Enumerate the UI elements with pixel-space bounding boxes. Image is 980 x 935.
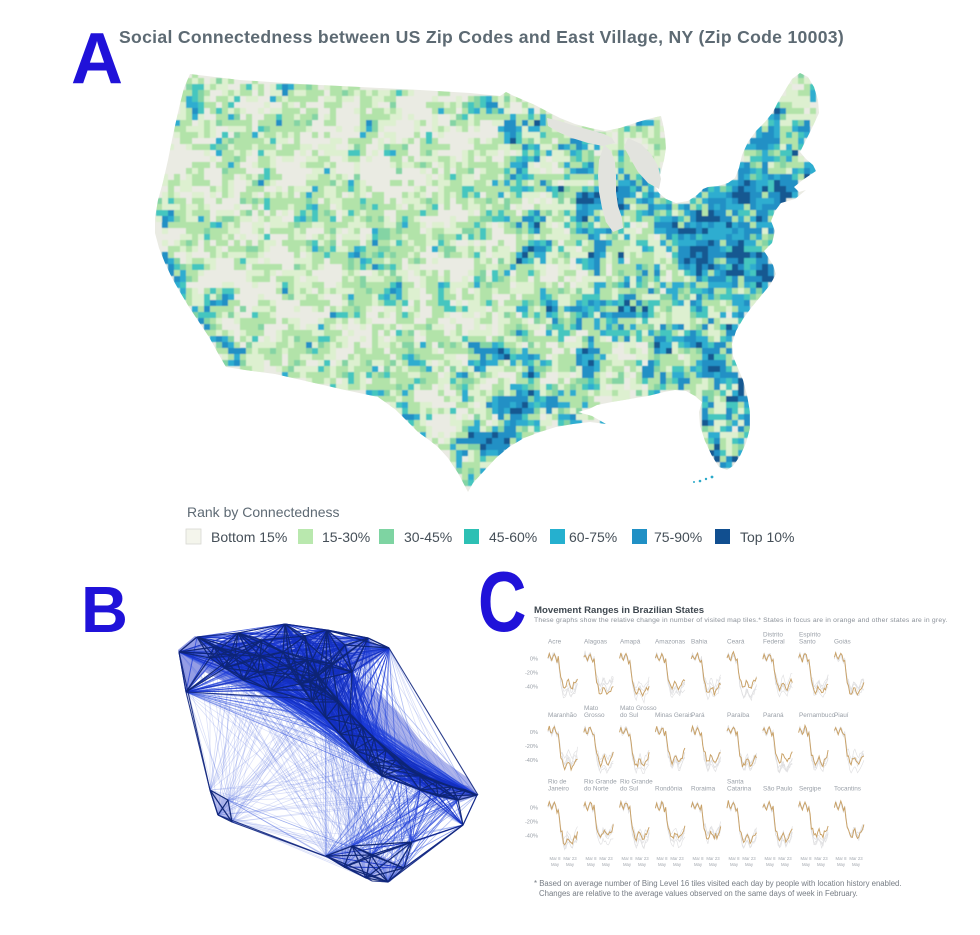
svg-text:Paraná: Paraná	[763, 712, 784, 719]
svg-text:Tocantins: Tocantins	[834, 786, 861, 793]
svg-text:Mar 8: Mar 8	[550, 856, 562, 861]
svg-text:Roraima: Roraima	[691, 786, 716, 793]
svg-text:Catarina: Catarina	[727, 786, 752, 793]
svg-text:May: May	[638, 862, 647, 867]
svg-text:Distrito: Distrito	[763, 632, 783, 639]
svg-text:75-90%: 75-90%	[654, 529, 702, 545]
svg-text:Rondônia: Rondônia	[655, 786, 683, 793]
svg-text:-40%: -40%	[525, 685, 538, 691]
svg-text:45-60%: 45-60%	[489, 529, 537, 545]
svg-text:Minas Gerais: Minas Gerais	[655, 712, 693, 719]
svg-text:do Sul: do Sul	[620, 786, 638, 793]
svg-text:Mato Grosso: Mato Grosso	[620, 705, 657, 712]
svg-text:Pará: Pará	[691, 712, 705, 719]
svg-text:30-45%: 30-45%	[404, 529, 452, 545]
svg-text:A: A	[71, 19, 123, 99]
svg-text:Mar 8: Mar 8	[801, 856, 813, 861]
svg-text:-40%: -40%	[525, 758, 538, 764]
svg-text:Alagoas: Alagoas	[584, 639, 607, 646]
svg-text:Grosso: Grosso	[584, 712, 605, 719]
svg-text:B: B	[81, 573, 128, 646]
svg-text:Mar 8: Mar 8	[693, 856, 705, 861]
svg-text:Acre: Acre	[548, 639, 562, 646]
svg-text:May: May	[709, 862, 718, 867]
svg-text:Federal: Federal	[763, 639, 785, 646]
svg-text:Mar 23: Mar 23	[599, 856, 613, 861]
svg-text:Mar 23: Mar 23	[849, 856, 863, 861]
svg-text:Pernambuco: Pernambuco	[799, 712, 836, 719]
svg-text:0%: 0%	[530, 730, 538, 736]
svg-text:Bahia: Bahia	[691, 639, 708, 646]
svg-text:Santo: Santo	[799, 639, 816, 646]
svg-text:0%: 0%	[530, 806, 538, 812]
svg-text:May: May	[745, 862, 754, 867]
svg-text:60-75%: 60-75%	[569, 529, 617, 545]
svg-text:Sergipe: Sergipe	[799, 786, 821, 793]
svg-text:Bottom 15%: Bottom 15%	[211, 529, 287, 545]
svg-text:May: May	[673, 862, 682, 867]
svg-text:Amazonas: Amazonas	[655, 639, 685, 646]
svg-text:May: May	[587, 862, 596, 867]
svg-text:C: C	[478, 556, 526, 650]
svg-text:May: May	[852, 862, 861, 867]
svg-text:May: May	[694, 862, 703, 867]
svg-text:May: May	[837, 862, 846, 867]
svg-text:Mar 23: Mar 23	[563, 856, 577, 861]
svg-text:Paraíba: Paraíba	[727, 712, 750, 719]
svg-text:Piauí: Piauí	[834, 712, 849, 719]
svg-text:Movement Ranges in Brazilian S: Movement Ranges in Brazilian States	[534, 605, 704, 616]
svg-text:Mar 23: Mar 23	[670, 856, 684, 861]
svg-text:May: May	[730, 862, 739, 867]
svg-text:Rio de: Rio de	[548, 779, 567, 786]
svg-text:Mar 23: Mar 23	[778, 856, 792, 861]
svg-text:May: May	[802, 862, 811, 867]
svg-text:Ceará: Ceará	[727, 639, 745, 646]
svg-text:Rank by Connectedness: Rank by Connectedness	[187, 504, 340, 520]
svg-text:-20%: -20%	[525, 820, 538, 826]
svg-text:* Based on average number of B: * Based on average number of Bing Level …	[534, 879, 902, 888]
svg-text:Espírito: Espírito	[799, 632, 821, 639]
svg-text:do Norte: do Norte	[584, 786, 609, 793]
svg-text:Mar 23: Mar 23	[706, 856, 720, 861]
svg-text:Janeiro: Janeiro	[548, 786, 569, 793]
svg-text:do Sul: do Sul	[620, 712, 638, 719]
svg-text:15-30%: 15-30%	[322, 529, 370, 545]
svg-text:Mar 8: Mar 8	[836, 856, 848, 861]
svg-text:Top 10%: Top 10%	[740, 529, 794, 545]
svg-text:São Paulo: São Paulo	[763, 786, 793, 793]
svg-text:May: May	[817, 862, 826, 867]
svg-text:These graphs show the relative: These graphs show the relative change in…	[534, 617, 948, 624]
svg-text:Santa: Santa	[727, 779, 744, 786]
svg-text:May: May	[766, 862, 775, 867]
svg-text:Mar 8: Mar 8	[765, 856, 777, 861]
svg-text:Amapá: Amapá	[620, 639, 641, 646]
svg-text:Goiás: Goiás	[834, 639, 851, 646]
svg-text:May: May	[781, 862, 790, 867]
svg-text:Rio Grande: Rio Grande	[620, 779, 653, 786]
svg-text:Changes are relative to the av: Changes are relative to the average valu…	[539, 889, 858, 898]
svg-text:-20%: -20%	[525, 744, 538, 750]
svg-text:Mar 8: Mar 8	[729, 856, 741, 861]
svg-text:May: May	[566, 862, 575, 867]
svg-text:0%: 0%	[530, 657, 538, 663]
svg-text:Mar 23: Mar 23	[814, 856, 828, 861]
svg-text:Maranhão: Maranhão	[548, 712, 577, 719]
svg-text:May: May	[551, 862, 560, 867]
svg-text:Mar 23: Mar 23	[635, 856, 649, 861]
svg-text:May: May	[602, 862, 611, 867]
svg-text:Mar 8: Mar 8	[586, 856, 598, 861]
svg-text:Mar 8: Mar 8	[657, 856, 669, 861]
svg-text:-40%: -40%	[525, 834, 538, 840]
svg-text:Mato: Mato	[584, 705, 599, 712]
svg-text:May: May	[658, 862, 667, 867]
svg-text:Social Connectedness between U: Social Connectedness between US Zip Code…	[119, 27, 844, 47]
svg-text:-20%: -20%	[525, 671, 538, 677]
svg-text:Mar 23: Mar 23	[742, 856, 756, 861]
svg-text:Rio Grande: Rio Grande	[584, 779, 617, 786]
svg-text:Mar 8: Mar 8	[622, 856, 634, 861]
svg-text:May: May	[623, 862, 632, 867]
